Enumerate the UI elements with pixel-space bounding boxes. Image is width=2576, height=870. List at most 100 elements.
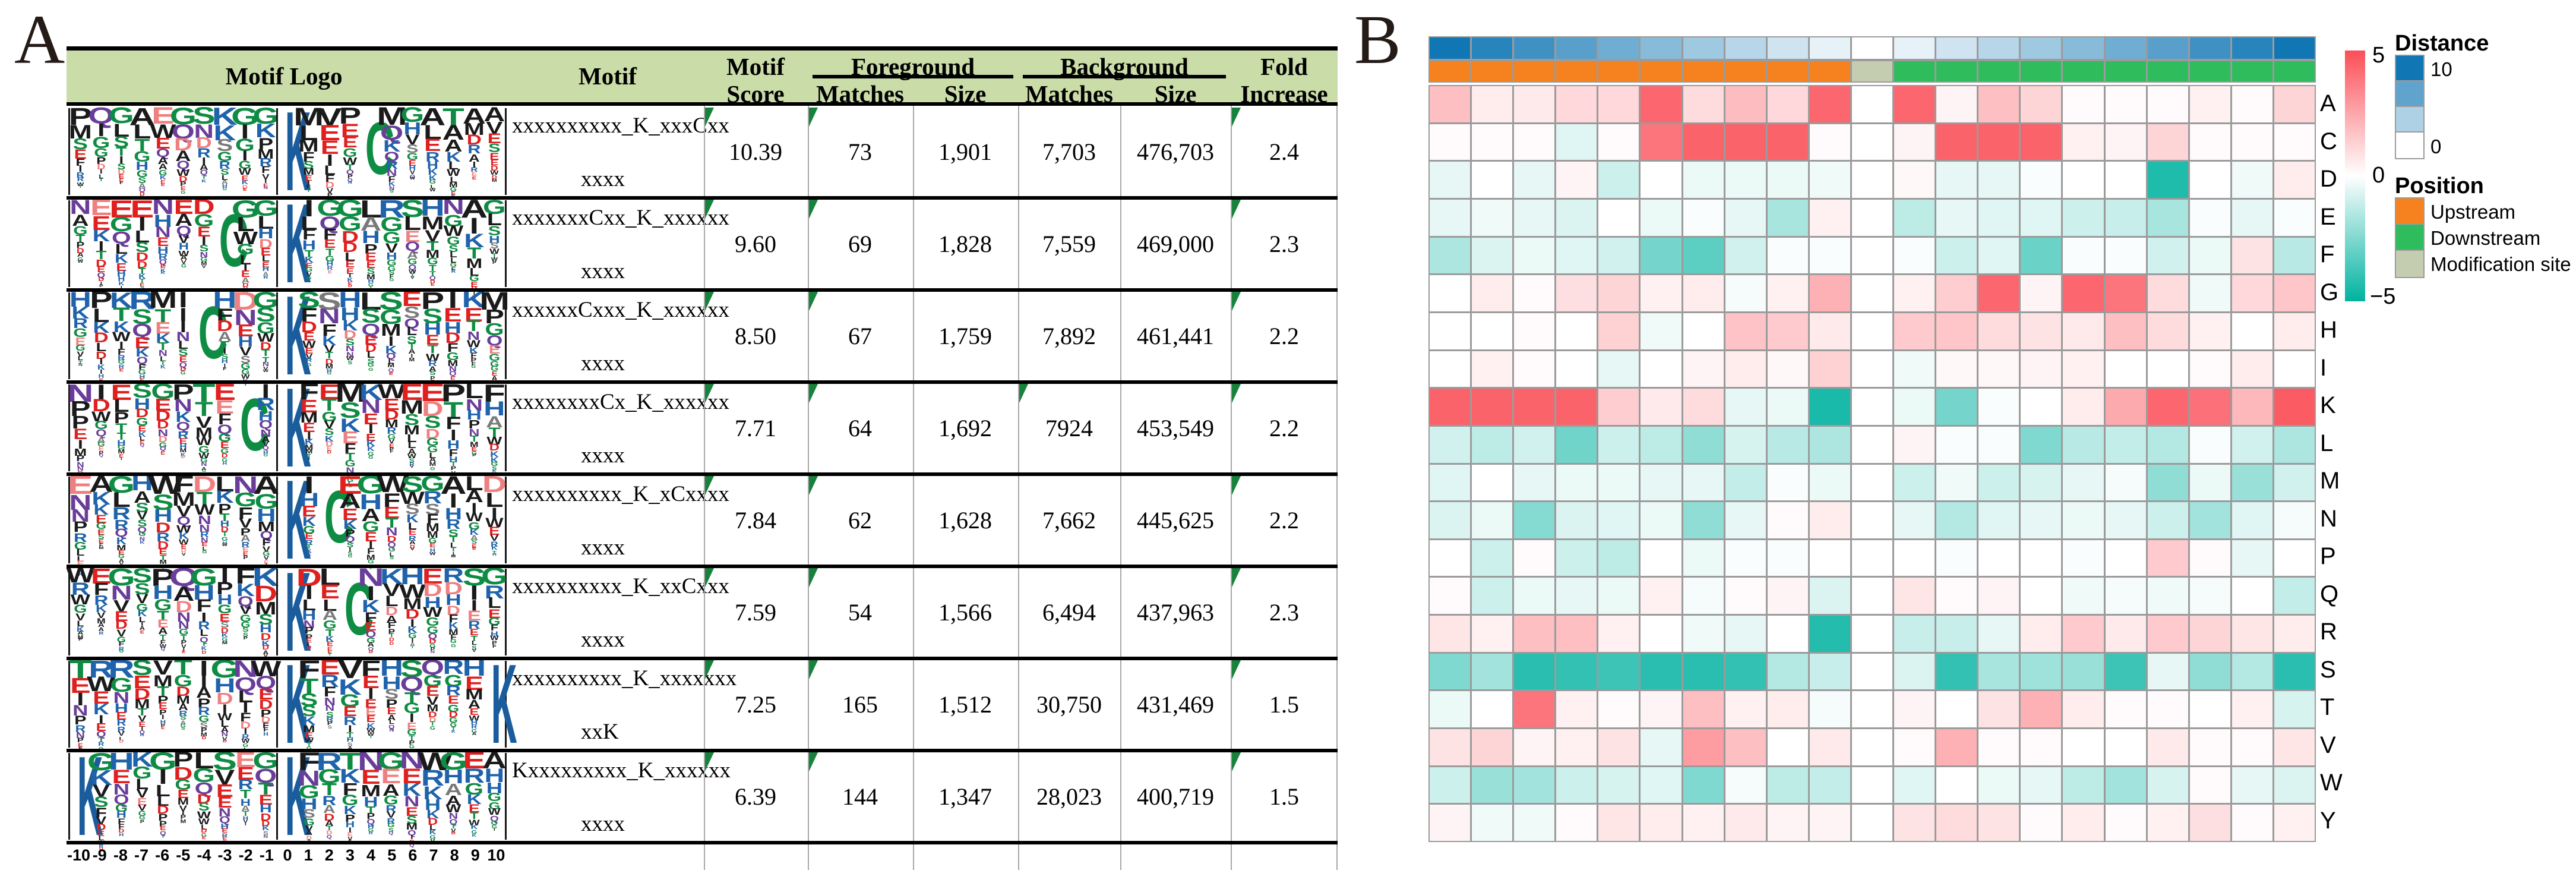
heatmap-cell — [2232, 275, 2272, 311]
heatmap-cell — [1851, 767, 1893, 803]
logo-letter: N — [176, 329, 191, 345]
logo-letter: G — [343, 145, 358, 160]
logo-letter: K — [160, 364, 166, 370]
heatmap-cell — [2105, 237, 2146, 274]
heatmap-cell — [2147, 389, 2188, 425]
heatmap-cell — [2105, 653, 2146, 690]
heatmap-cell — [1683, 540, 1724, 576]
heatmap-cell — [2063, 729, 2104, 765]
legend-distance-swatch — [2395, 55, 2425, 83]
table-row: xxxxxxCxxx_K_xxxxxx xxxx 8.50 67 1,759 7,892 4… — [67, 279, 1338, 392]
logo-letter: M — [449, 181, 458, 190]
heatmap-cell — [1809, 616, 1850, 652]
cell-comment-marker — [705, 292, 714, 311]
heatmap-cell — [1936, 616, 1977, 652]
heatmap-cell — [2147, 313, 2188, 349]
position-annotation-cell — [2021, 61, 2062, 81]
logo-letter: Q — [179, 360, 188, 369]
heatmap-cell — [1767, 199, 1808, 236]
logo-letter: E — [154, 318, 171, 337]
heatmap-cell — [2232, 389, 2272, 425]
heatmap-cell — [2274, 275, 2315, 311]
logo-letter: D — [93, 330, 109, 346]
heatmap-cell — [2274, 616, 2315, 652]
heatmap-cell — [2021, 729, 2062, 765]
heatmap-cell — [1641, 313, 1681, 349]
logo-letter: F — [119, 181, 124, 186]
logo-letter: D — [137, 259, 148, 271]
logo-letter: T — [356, 286, 385, 290]
logo-letter: S — [192, 103, 216, 129]
heatmap-cell — [1683, 653, 1724, 690]
heatmap-cell — [2232, 199, 2272, 236]
heatmap-cell — [1725, 313, 1766, 349]
heatmap-cell — [2021, 464, 2062, 501]
logo-letter: M — [421, 212, 444, 234]
heatmap-cell — [1598, 729, 1639, 765]
heatmap-cell — [1894, 199, 1935, 236]
logo-letter: Q — [176, 159, 190, 172]
heatmap-cell — [2274, 502, 2315, 538]
logo-letter: M — [257, 146, 274, 162]
logo-letter: L — [449, 250, 457, 260]
heatmap-cell — [1936, 237, 1977, 274]
heatmap-cell — [1514, 767, 1555, 803]
logo-letter: E — [243, 187, 248, 192]
logo-letter: Q — [159, 259, 167, 266]
logo-letter: Q — [87, 103, 115, 129]
logo-letter: E — [263, 182, 268, 189]
background-size: 431,469 — [1137, 691, 1214, 718]
logo-letter: K — [97, 363, 105, 372]
heatmap-cell — [1556, 426, 1597, 463]
logo-letter: N — [69, 196, 91, 219]
heatmap-cell — [1767, 691, 1808, 728]
heatmap-cell — [2063, 653, 2104, 690]
logo-letter: G — [181, 370, 187, 376]
logo-letter-stack: VEEILFDVPWE — [318, 104, 342, 203]
cell-comment-marker — [1232, 292, 1241, 311]
heatmap-cell — [2147, 124, 2188, 160]
logo-letter: F — [216, 304, 233, 326]
logo-letter: W — [447, 168, 460, 179]
logo-letter: N — [388, 185, 394, 192]
logo-letter: G — [134, 148, 151, 165]
logo-letter: R — [219, 158, 230, 171]
logo-letter-stack: TAAKLWLMGEK — [442, 105, 464, 198]
heatmap-cell — [1936, 578, 1977, 614]
logo-letter: V — [409, 169, 415, 176]
foreground-underline — [813, 75, 1013, 78]
logo-letter: L — [134, 228, 150, 247]
heatmap-cell — [1936, 199, 1977, 236]
logo-letter: L — [344, 250, 356, 264]
logo-letter: E — [118, 174, 125, 181]
logo-letter: V — [385, 240, 398, 256]
logo-letter: Q — [132, 320, 153, 341]
logo-letter: Q — [136, 355, 148, 367]
logo-letter: G — [170, 103, 197, 130]
heatmap-cell — [2105, 124, 2146, 160]
logo-letter: T — [140, 278, 145, 285]
distance-annotation-cell — [2063, 37, 2104, 59]
heatmap-cell — [1978, 464, 2019, 501]
logo-column: AGHMQFVGVEI — [253, 473, 279, 567]
logo-letter: H — [489, 233, 500, 245]
heatmap-cell — [1894, 578, 1935, 614]
logo-column: PLKDLDIKIHEP — [90, 288, 112, 384]
heatmap-cell — [1598, 578, 1639, 614]
heatmap-row-label: N — [2320, 505, 2337, 532]
logo-letter: E — [116, 260, 127, 273]
motif-text-line2: xxxx — [581, 167, 625, 191]
logo-letter: E — [157, 235, 169, 249]
logo-letter: E — [86, 377, 116, 382]
heatmap-cell — [2147, 162, 2188, 198]
cell-comment-marker — [809, 108, 818, 127]
logo-letter: S — [178, 347, 188, 359]
logo-letter: S — [113, 133, 129, 152]
logo-letter: R — [77, 176, 84, 184]
logo-letter: I — [223, 363, 226, 368]
motif-text-line2: xxK — [581, 720, 619, 744]
heatmap-cell — [1472, 237, 1513, 274]
